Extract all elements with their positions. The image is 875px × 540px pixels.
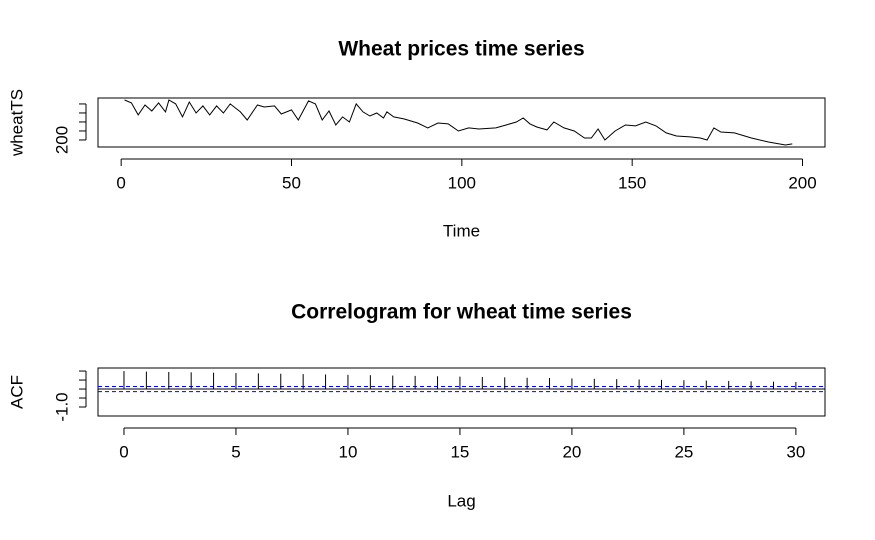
x-tick-label: 0 [116, 173, 125, 192]
chart-title: Wheat prices time series [338, 38, 584, 61]
y-axis-label: ACF [7, 375, 26, 409]
x-tick-label: 0 [119, 442, 128, 461]
x-axis-label: Time [443, 221, 480, 240]
plot-box [97, 97, 826, 148]
price-line [124, 99, 793, 146]
x-tick-label: 5 [231, 442, 240, 461]
x-tick-label: 100 [448, 173, 476, 192]
x-tick-label: 20 [562, 442, 581, 461]
chart-title: Correlogram for wheat time series [291, 301, 632, 324]
y-tick-label: 200 [52, 126, 71, 154]
x-tick-label: 200 [788, 173, 816, 192]
x-tick-label: 25 [674, 442, 693, 461]
x-tick-label: 30 [786, 442, 805, 461]
y-axis-label: wheatTS [7, 89, 26, 157]
x-tick-label: 150 [618, 173, 646, 192]
x-tick-label: 10 [338, 442, 357, 461]
y-tick-label: -1.0 [52, 392, 71, 421]
x-tick-label: 15 [450, 442, 469, 461]
x-axis-label: Lag [447, 491, 475, 510]
x-tick-label: 50 [282, 173, 301, 192]
